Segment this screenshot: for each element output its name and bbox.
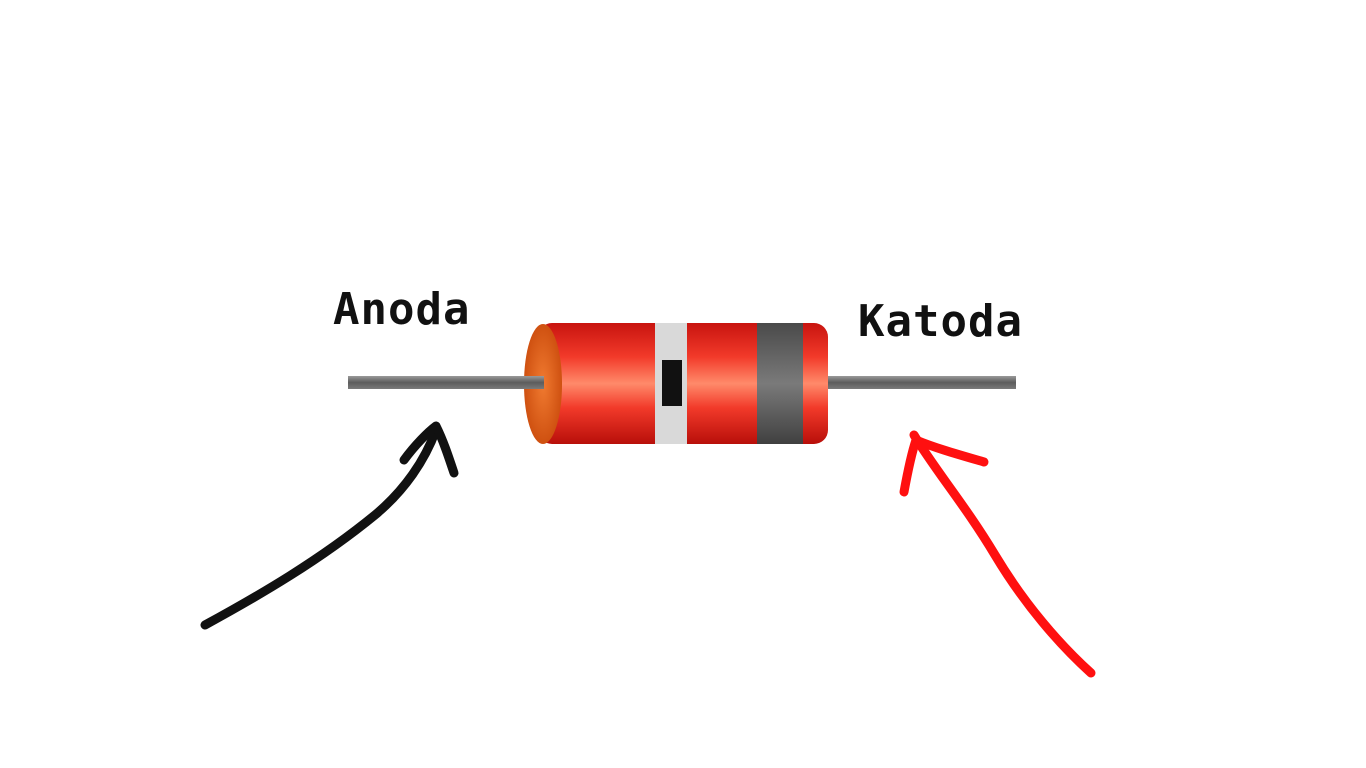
cathode-arrow-icon (899, 430, 1096, 678)
anode-lead (348, 376, 548, 389)
anode-arrow-icon (200, 421, 459, 630)
cathode-label: Katoda (858, 296, 1023, 347)
anode-label: Anoda (333, 284, 471, 335)
diode-body (520, 323, 828, 444)
cathode-lead (822, 376, 1016, 389)
cathode-band (757, 323, 803, 444)
